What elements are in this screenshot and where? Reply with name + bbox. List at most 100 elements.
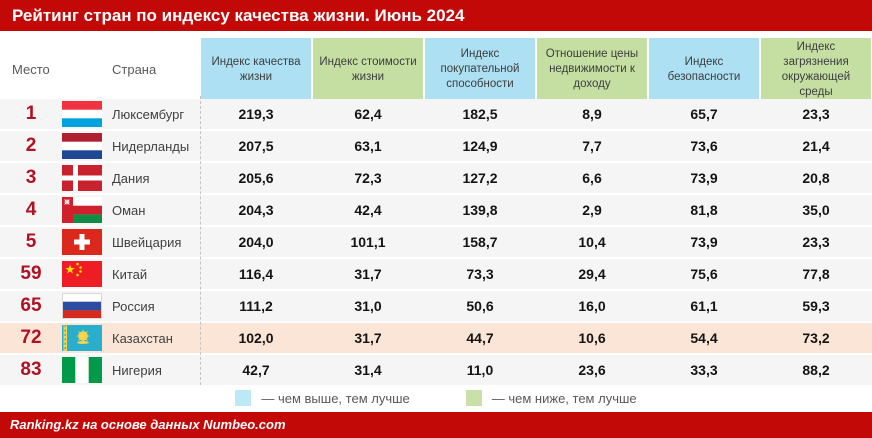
quality-index-value: 111,2 — [239, 298, 273, 314]
column-header-quality-index: Индекс качества жизни — [201, 38, 311, 102]
column-header-pollution-index: Индекс загрязнения окружающей среды — [761, 38, 871, 102]
legend-label: — чем ниже, тем лучше — [491, 390, 637, 406]
column-header-safety-index: Индекс безопасности — [649, 38, 759, 102]
country-name: Швейцария — [112, 234, 182, 250]
flag-switzerland-icon — [62, 229, 102, 255]
safety-index-value: 81,8 — [690, 202, 718, 218]
page-title: Рейтинг стран по индексу качества жизни.… — [12, 6, 465, 25]
quality-index-value: 116,4 — [238, 266, 274, 282]
rank-value: 3 — [25, 167, 37, 188]
property-price-ratio-value: 10,6 — [578, 330, 606, 346]
rank-value: 5 — [25, 231, 37, 252]
country-name: Нидерланды — [112, 138, 190, 154]
table-row-oman: 4 Оман 204,3 42,4 139,8 2,9 81,8 35,0 — [0, 195, 872, 225]
quality-index-value: 204,3 — [238, 202, 274, 218]
country-name: Россия — [112, 298, 155, 314]
green-swatch-icon — [465, 390, 482, 406]
rank-value: 65 — [20, 295, 42, 316]
pollution-index-value: 23,3 — [802, 106, 830, 122]
quality-index-value: 204,0 — [238, 234, 274, 250]
table-row-denmark: 3 Дания 205,6 72,3 127,2 6,6 73,9 20,8 — [0, 163, 872, 193]
country-name: Оман — [112, 202, 146, 218]
table-row-russia: 65 Россия 111,2 31,0 50,6 16,0 61,1 59,3 — [0, 291, 872, 321]
source-attribution: Ranking.kz на основе данных Numbeo.com — [10, 417, 286, 432]
purchasing-power-value: 50,6 — [466, 298, 494, 314]
legend-item-lower-better: — чем ниже, тем лучше — [465, 390, 637, 406]
cost-of-living-value: 31,0 — [354, 298, 382, 314]
legend-label: — чем выше, тем лучше — [261, 390, 410, 406]
table-row-kazakhstan: 72 Казахстан 102,0 31,7 44,7 10,6 54,4 7… — [0, 323, 872, 353]
pollution-index-value: 77,8 — [802, 266, 830, 282]
safety-index-value: 73,6 — [690, 138, 718, 154]
safety-index-value: 73,9 — [690, 170, 718, 186]
table-row-luxembourg: 1 Люксембург 219,3 62,4 182,5 8,9 65,7 2… — [0, 99, 872, 129]
pollution-index-value: 88,2 — [802, 362, 830, 378]
safety-index-value: 54,4 — [690, 330, 718, 346]
purchasing-power-value: 127,2 — [462, 170, 498, 186]
table-body: 1 Люксембург 219,3 62,4 182,5 8,9 65,7 2… — [0, 99, 872, 387]
quality-index-value: 219,3 — [238, 106, 274, 122]
pollution-index-value: 23,3 — [802, 234, 830, 250]
title-bar: Рейтинг стран по индексу качества жизни.… — [0, 0, 872, 31]
pollution-index-value: 35,0 — [802, 202, 830, 218]
rank-value: 4 — [25, 199, 37, 220]
property-price-ratio-value: 6,6 — [582, 170, 602, 186]
country-name: Китай — [112, 266, 148, 282]
quality-index-value: 205,6 — [238, 170, 274, 186]
quality-index-value: 207,5 — [238, 138, 274, 154]
table-row-nigeria: 83 Нигерия 42,7 31,4 11,0 23,6 33,3 88,2 — [0, 355, 872, 385]
cyan-swatch-icon — [235, 390, 252, 406]
property-price-ratio-value: 8,9 — [582, 106, 602, 122]
rank-value: 72 — [20, 327, 42, 348]
rank-value: 59 — [20, 263, 42, 284]
flag-luxembourg-icon — [62, 101, 102, 127]
safety-index-value: 75,6 — [690, 266, 718, 282]
purchasing-power-value: 182,5 — [462, 106, 498, 122]
pollution-index-value: 59,3 — [802, 298, 830, 314]
country-name: Люксембург — [112, 106, 185, 122]
column-header-place: Место — [12, 62, 50, 78]
flag-oman-icon — [62, 197, 102, 223]
flag-russia-icon — [62, 293, 102, 319]
safety-index-value: 73,9 — [690, 234, 718, 250]
rank-value: 1 — [25, 103, 37, 124]
legend-item-higher-better: — чем выше, тем лучше — [235, 390, 410, 406]
property-price-ratio-value: 7,7 — [582, 138, 602, 154]
country-name: Нигерия — [112, 362, 162, 378]
table-row-netherlands: 2 Нидерланды 207,5 63,1 124,9 7,7 73,6 2… — [0, 131, 872, 161]
cost-of-living-value: 62,4 — [354, 106, 382, 122]
flag-netherlands-icon — [62, 133, 102, 159]
flag-nigeria-icon — [62, 357, 102, 383]
rank-value: 2 — [25, 135, 37, 156]
footer-bar: Ranking.kz на основе данных Numbeo.com — [0, 412, 872, 438]
property-price-ratio-value: 16,0 — [578, 298, 606, 314]
country-name: Казахстан — [112, 330, 173, 346]
property-price-ratio-value: 29,4 — [578, 266, 606, 282]
safety-index-value: 61,1 — [690, 298, 718, 314]
column-divider-dashed — [200, 96, 201, 385]
pollution-index-value: 73,2 — [802, 330, 830, 346]
safety-index-value: 65,7 — [690, 106, 718, 122]
column-header-cost-of-living: Индекс стоимости жизни — [313, 38, 423, 102]
table-header-row: Место Страна Индекс качества жизни Индек… — [0, 38, 872, 102]
property-price-ratio-value: 2,9 — [582, 202, 602, 218]
column-header-country: Страна — [112, 62, 157, 78]
property-price-ratio-value: 23,6 — [578, 362, 606, 378]
quality-index-value: 42,7 — [242, 362, 270, 378]
quality-index-value: 102,0 — [238, 330, 274, 346]
column-header-purchasing-power: Индекс покупательной способности — [425, 38, 535, 102]
cost-of-living-value: 31,7 — [354, 266, 382, 282]
cost-of-living-value: 63,1 — [354, 138, 382, 154]
cost-of-living-value: 31,4 — [354, 362, 382, 378]
purchasing-power-value: 124,9 — [462, 138, 498, 154]
purchasing-power-value: 11,0 — [466, 362, 494, 378]
legend: — чем выше, тем лучше — чем ниже, тем лу… — [0, 388, 872, 408]
table-row-china: 59 Китай 116,4 31,7 73,3 29,4 75,6 77,8 — [0, 259, 872, 289]
flag-denmark-icon — [62, 165, 102, 191]
pollution-index-value: 21,4 — [802, 138, 830, 154]
purchasing-power-value: 44,7 — [466, 330, 494, 346]
cost-of-living-value: 101,1 — [350, 234, 386, 250]
country-name: Дания — [112, 170, 150, 186]
safety-index-value: 33,3 — [690, 362, 718, 378]
